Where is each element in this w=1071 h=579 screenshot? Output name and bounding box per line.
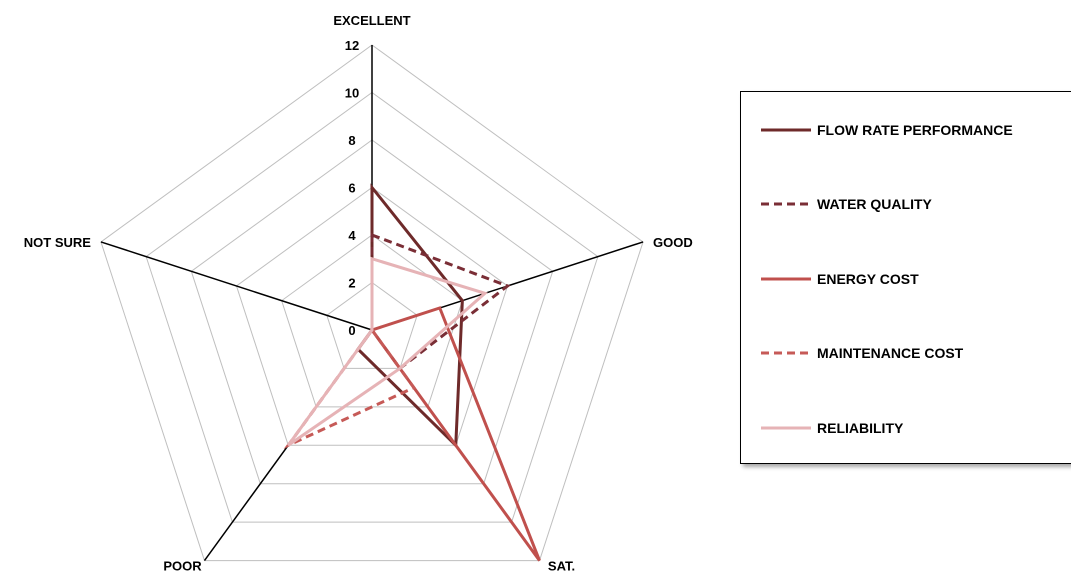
legend-label: RELIABILITY bbox=[817, 420, 904, 436]
tick-label: 6 bbox=[348, 181, 355, 196]
legend-item-maintenance-cost: MAINTENANCE COST bbox=[761, 343, 963, 363]
tick-label: 4 bbox=[348, 228, 356, 243]
category-label: POOR bbox=[163, 559, 202, 574]
legend-label: ENERGY COST bbox=[817, 271, 919, 287]
legend-swatch-maintenance-cost bbox=[761, 351, 811, 355]
grid-ring bbox=[100, 44, 644, 562]
series-line-2 bbox=[369, 306, 541, 562]
grid-ring bbox=[326, 281, 418, 369]
radar-category-labels: EXCELLENT GOOD SAT. POOR NOT SURE bbox=[24, 13, 693, 574]
axis-spoke bbox=[100, 241, 373, 331]
tick-label: 12 bbox=[345, 38, 359, 53]
legend-item-flow-rate: FLOW RATE PERFORMANCE bbox=[761, 120, 1013, 140]
legend-label: MAINTENANCE COST bbox=[817, 345, 964, 361]
radar-tick-labels: 0 2 4 6 8 10 12 bbox=[345, 38, 359, 338]
legend-item-energy-cost: ENERGY COST bbox=[761, 269, 919, 289]
radar-grid bbox=[100, 44, 644, 562]
tick-label: 2 bbox=[348, 276, 355, 291]
legend-item-water-quality: WATER QUALITY bbox=[761, 194, 932, 214]
grid-ring bbox=[190, 139, 554, 485]
category-label: SAT. bbox=[548, 559, 575, 574]
grid-ring bbox=[145, 91, 599, 523]
grid-ring bbox=[235, 186, 509, 446]
category-label: NOT SURE bbox=[24, 235, 92, 250]
legend-swatch-flow-rate bbox=[761, 128, 811, 132]
radar-series bbox=[283, 183, 541, 562]
category-label: GOOD bbox=[653, 235, 693, 250]
series-line-4 bbox=[287, 256, 488, 447]
legend-label: FLOW RATE PERFORMANCE bbox=[817, 122, 1013, 138]
tick-label: 8 bbox=[348, 133, 355, 148]
legend-swatch-water-quality bbox=[761, 202, 811, 206]
category-label: EXCELLENT bbox=[333, 13, 410, 28]
legend-swatch-energy-cost bbox=[761, 277, 811, 281]
legend: FLOW RATE PERFORMANCE WATER QUALITY ENER… bbox=[740, 91, 1071, 464]
legend-label: WATER QUALITY bbox=[817, 196, 932, 212]
legend-item-reliability: RELIABILITY bbox=[761, 418, 903, 438]
tick-label: 0 bbox=[348, 323, 355, 338]
legend-swatch-reliability bbox=[761, 426, 811, 430]
tick-label: 10 bbox=[345, 86, 359, 101]
